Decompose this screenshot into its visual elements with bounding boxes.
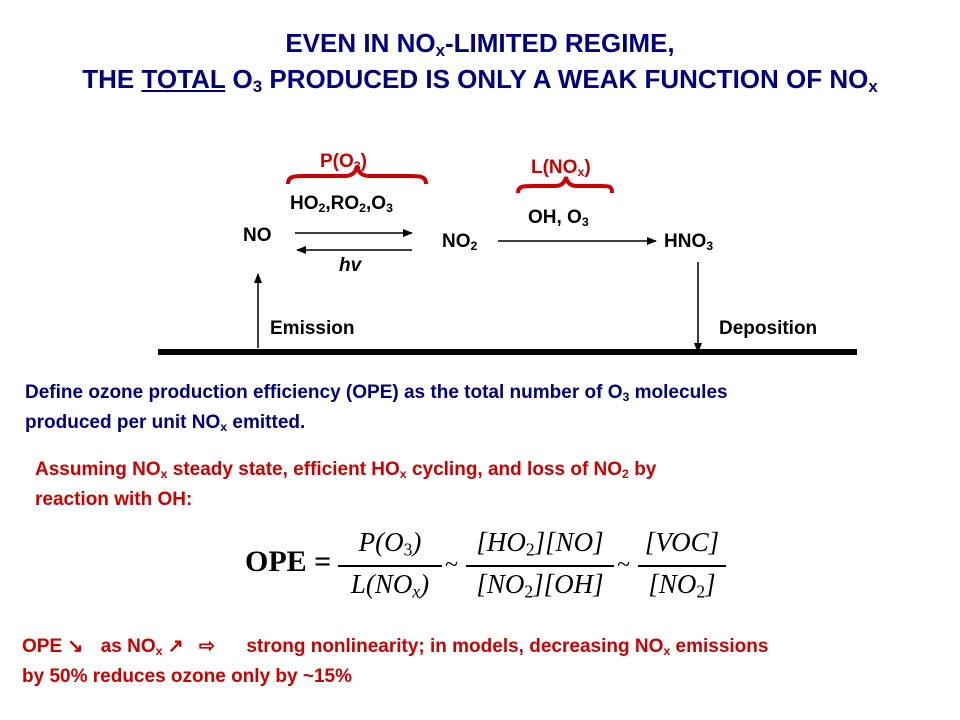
ground-line [158,349,857,355]
fraction-2-numerator: [HO2][NO] [476,527,604,560]
deposition-label: Deposition [719,318,818,339]
p-o3-label: P(O3) [320,151,367,174]
emission-label: Emission [270,318,355,339]
assumption-text: Assuming NOx steady state, efficient HOx… [35,459,657,511]
no-species: NO [243,225,272,246]
oh-o3-label: OH, O3 [528,207,589,230]
fraction-1-numerator: P(O3) [358,527,422,560]
total-underlined: TOTAL [141,64,226,94]
ope-definition: Define ozone production efficiency (OPE)… [25,382,728,435]
ho2-ro2-o3-label: HO2,RO2,O3 [290,193,393,216]
fraction-3-bar [638,565,726,567]
similar-sign-1: ~ [445,552,458,578]
title-line-2: THE TOTAL O3 PRODUCED IS ONLY A WEAK FUN… [82,64,878,97]
l-nox-label: L(NOx) [531,157,591,180]
fraction-2-bar [466,565,614,567]
fraction-3-denominator: [NO2] [648,569,716,602]
conclusion-text: OPE ↘ as NOx ↗ ⇨ strong nonlinearity; in… [22,636,769,688]
hno3-species: HNO3 [664,231,714,254]
ope-lhs: OPE = [245,545,332,578]
fraction-1-denominator: L(NOx) [350,569,430,602]
similar-sign-2: ~ [617,552,630,578]
decreasing-arrow-icon: ↘ [67,636,84,657]
increasing-arrow-icon: ↗ [167,636,184,657]
fraction-1-bar [338,565,442,567]
l-nox-brace [516,176,614,194]
ope-equation: OPE = P(O3) L(NOx) ~ [HO2][NO] [NO2][OH]… [245,527,745,607]
title-line-1: EVEN IN NOx-LIMITED REGIME, [285,28,675,61]
fraction-2-denominator: [NO2][OH] [476,569,604,602]
implies-arrow-icon: ⇨ [199,636,215,657]
no2-species: NO2 [442,231,478,254]
hv-label: hv [339,255,362,276]
fraction-3-numerator: [VOC] [644,527,720,557]
p-o3-brace [286,165,428,185]
